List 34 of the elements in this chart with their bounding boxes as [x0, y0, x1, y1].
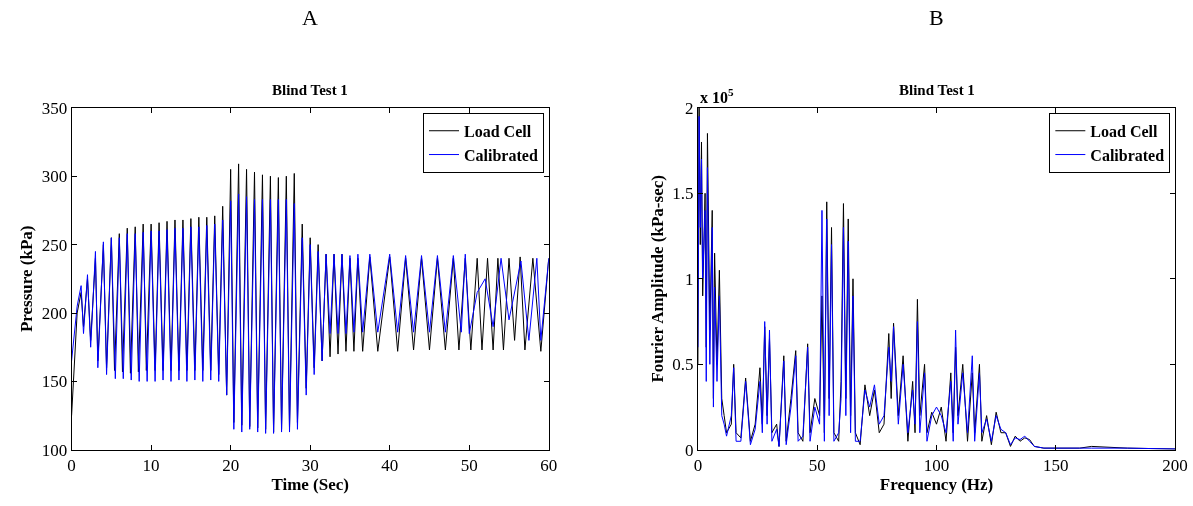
y-tick-label: 100: [41, 440, 68, 460]
y-tick-label: 350: [41, 98, 68, 118]
x-tick-label: 200: [1162, 456, 1188, 476]
text: B: [929, 5, 944, 30]
y-tick-label: 0: [685, 440, 694, 460]
y-tick-label: 0.5: [672, 355, 694, 375]
y-axis-title: Pressure (kPa): [17, 225, 37, 333]
chart-title: Blind Test 1: [899, 82, 975, 98]
legend-label: Calibrated: [1090, 146, 1165, 164]
y-tick-label: 1.5: [672, 184, 694, 204]
x-tick-label: 20: [222, 456, 240, 476]
y-axis-title: Fourier Amplitude (kPa-sec): [647, 175, 667, 383]
x-axis-title: Frequency (Hz): [879, 475, 994, 495]
legend-label: Calibrated: [464, 146, 538, 164]
x-tick-label: 10: [142, 456, 160, 476]
x-tick-label: 40: [381, 456, 399, 476]
y-tick-label: 1: [685, 269, 694, 289]
x-tick-label: 30: [301, 456, 319, 476]
x-tick-label: 50: [460, 456, 478, 476]
x-tick-label: 100: [923, 456, 950, 476]
y-tick-label: 2: [685, 98, 694, 118]
x-axis-title: Time (Sec): [271, 475, 349, 495]
x-tick-label: 50: [808, 456, 826, 476]
y-tick-label: 250: [41, 235, 68, 255]
text: x 10$^{5}$: [700, 86, 734, 106]
x-tick-label: 60: [540, 456, 558, 476]
chart-title: Blind Test 1: [272, 82, 348, 98]
legend-label: Load Cell: [464, 122, 532, 140]
x-tick-label: 150: [1043, 456, 1069, 476]
text: A: [302, 5, 318, 30]
legend-label: Load Cell: [1090, 122, 1158, 140]
y-tick-label: 200: [41, 303, 68, 323]
y-tick-label: 300: [41, 167, 68, 187]
y-tick-label: 150: [41, 372, 68, 392]
